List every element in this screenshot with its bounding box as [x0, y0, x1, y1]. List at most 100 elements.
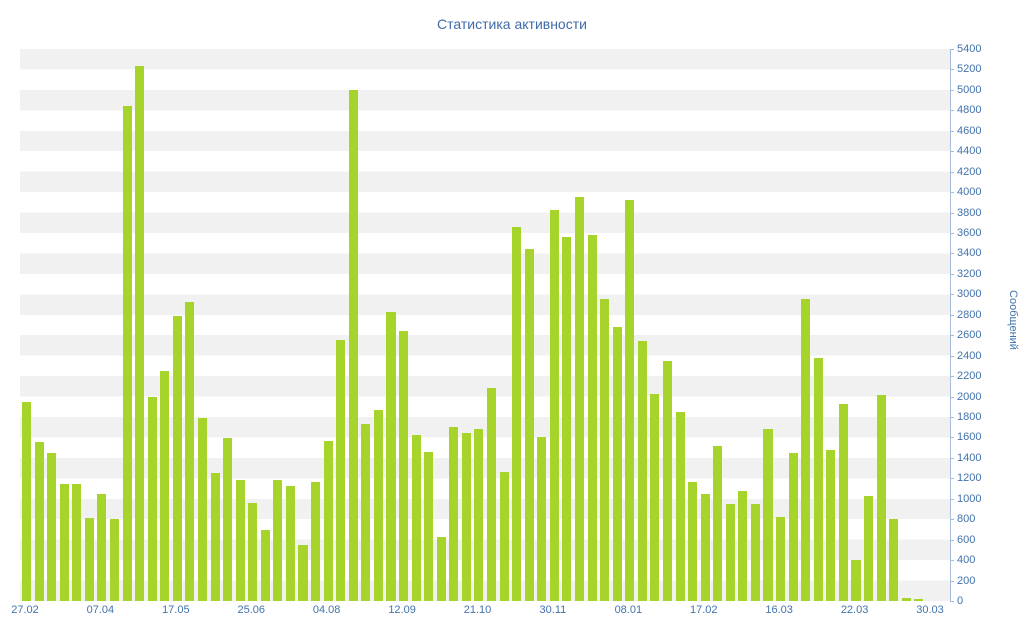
bar — [487, 388, 497, 601]
bar — [135, 66, 145, 601]
bar — [260, 530, 270, 601]
bar — [524, 249, 534, 601]
x-axis-tick-label: 30.11 — [539, 604, 567, 616]
bar — [562, 237, 572, 601]
bar — [411, 435, 421, 601]
bar — [914, 598, 924, 601]
y-axis-tick-label: 4800 — [957, 104, 982, 117]
y-axis-tick-label: 4000 — [957, 186, 982, 199]
y-axis-tick-mark — [950, 110, 954, 112]
bar — [122, 106, 132, 601]
bar — [348, 89, 358, 601]
bar — [662, 360, 672, 601]
y-axis-tick-mark — [950, 171, 954, 173]
bar — [838, 403, 848, 601]
bar — [323, 440, 333, 601]
bar — [725, 503, 735, 601]
bar — [901, 597, 911, 601]
y-axis-tick-label: 3200 — [957, 267, 982, 280]
y-axis-tick-label: 3400 — [957, 247, 982, 260]
y-axis-tick-mark — [950, 478, 954, 480]
y-axis-tick-label: 3000 — [957, 288, 982, 301]
y-axis-tick-mark — [950, 273, 954, 275]
y-axis-tick-label: 5200 — [957, 63, 982, 76]
x-axis-tick-label: 17.02 — [689, 604, 718, 616]
chart-title: Статистика активности — [437, 16, 587, 32]
y-axis-tick-mark — [950, 49, 954, 50]
y-axis-tick-label: 1200 — [957, 472, 982, 485]
y-axis-tick-mark — [950, 601, 954, 602]
y-axis-tick-mark — [950, 314, 954, 316]
bar — [700, 493, 710, 601]
bar — [876, 394, 886, 601]
bar — [826, 449, 836, 601]
y-axis-tick-mark — [950, 437, 954, 439]
bar — [361, 424, 371, 601]
y-axis-tick-label: 0 — [957, 595, 964, 607]
y-axis-tick-label: 3800 — [957, 206, 982, 219]
bar — [625, 200, 635, 601]
y-axis-tick-mark — [950, 560, 954, 562]
y-axis-tick-mark — [950, 151, 954, 153]
bar — [889, 519, 899, 601]
y-axis-tick-mark — [950, 253, 954, 255]
y-axis-tick-label: 4400 — [957, 145, 982, 158]
bar — [612, 327, 622, 601]
bar — [499, 472, 509, 601]
x-axis-tick-label: 17.05 — [162, 604, 190, 616]
y-axis-tick-mark — [950, 192, 954, 194]
bar — [373, 409, 383, 601]
x-axis-tick-label: 22.03 — [840, 604, 869, 616]
y-axis-tick-mark — [950, 294, 954, 296]
bar — [235, 480, 245, 601]
x-axis-tick-label: 08.01 — [614, 604, 643, 616]
y-axis-tick-label: 1800 — [957, 411, 982, 423]
y-axis-tick-mark — [950, 376, 954, 378]
y-axis-tick-label: 4200 — [957, 165, 982, 178]
y-axis-tick-label: 400 — [957, 554, 976, 567]
bar — [474, 429, 484, 601]
bar — [109, 519, 120, 601]
x-axis-tick-label: 25.06 — [237, 604, 266, 616]
bar — [336, 340, 346, 601]
y-axis-tick-label: 2800 — [957, 308, 982, 321]
y-axis-tick-label: 2200 — [957, 370, 982, 383]
bar — [449, 427, 459, 601]
x-axis-tick-label: 30.03 — [916, 604, 944, 616]
bar — [688, 482, 698, 601]
bar — [311, 482, 321, 601]
y-axis-tick-label: 5400 — [957, 43, 982, 55]
x-axis-tick-label: 07.04 — [86, 604, 115, 616]
bar — [738, 490, 748, 601]
x-axis-tick-label: 04.08 — [312, 604, 341, 616]
bar — [750, 503, 760, 601]
x-axis-tick-label: 21.10 — [463, 604, 492, 616]
y-axis-tick-mark — [950, 457, 954, 459]
y-axis-tick-mark — [950, 335, 954, 337]
x-axis-tick-label: 27.02 — [11, 604, 39, 616]
y-axis-tick-mark — [950, 355, 954, 357]
bar — [399, 331, 409, 601]
bar — [713, 445, 723, 601]
plot-area — [20, 49, 951, 601]
bar — [285, 485, 295, 601]
bar — [273, 480, 283, 601]
bar — [223, 438, 233, 601]
x-axis-tick-label: 16.03 — [765, 604, 793, 616]
bar — [851, 560, 861, 601]
y-axis-tick-label: 3600 — [957, 227, 982, 239]
y-axis-tick-label: 2400 — [957, 349, 982, 362]
y-axis-tick-mark — [950, 539, 954, 541]
y-axis-tick-mark — [950, 396, 954, 398]
bar — [776, 517, 786, 601]
bar — [59, 484, 69, 601]
bar — [22, 401, 32, 601]
y-axis-tick-mark — [950, 69, 954, 71]
bar — [172, 315, 182, 601]
bar — [675, 411, 685, 601]
bar — [424, 451, 434, 601]
bar — [97, 493, 107, 601]
y-axis-tick-label: 200 — [957, 574, 976, 587]
bar — [864, 495, 874, 601]
